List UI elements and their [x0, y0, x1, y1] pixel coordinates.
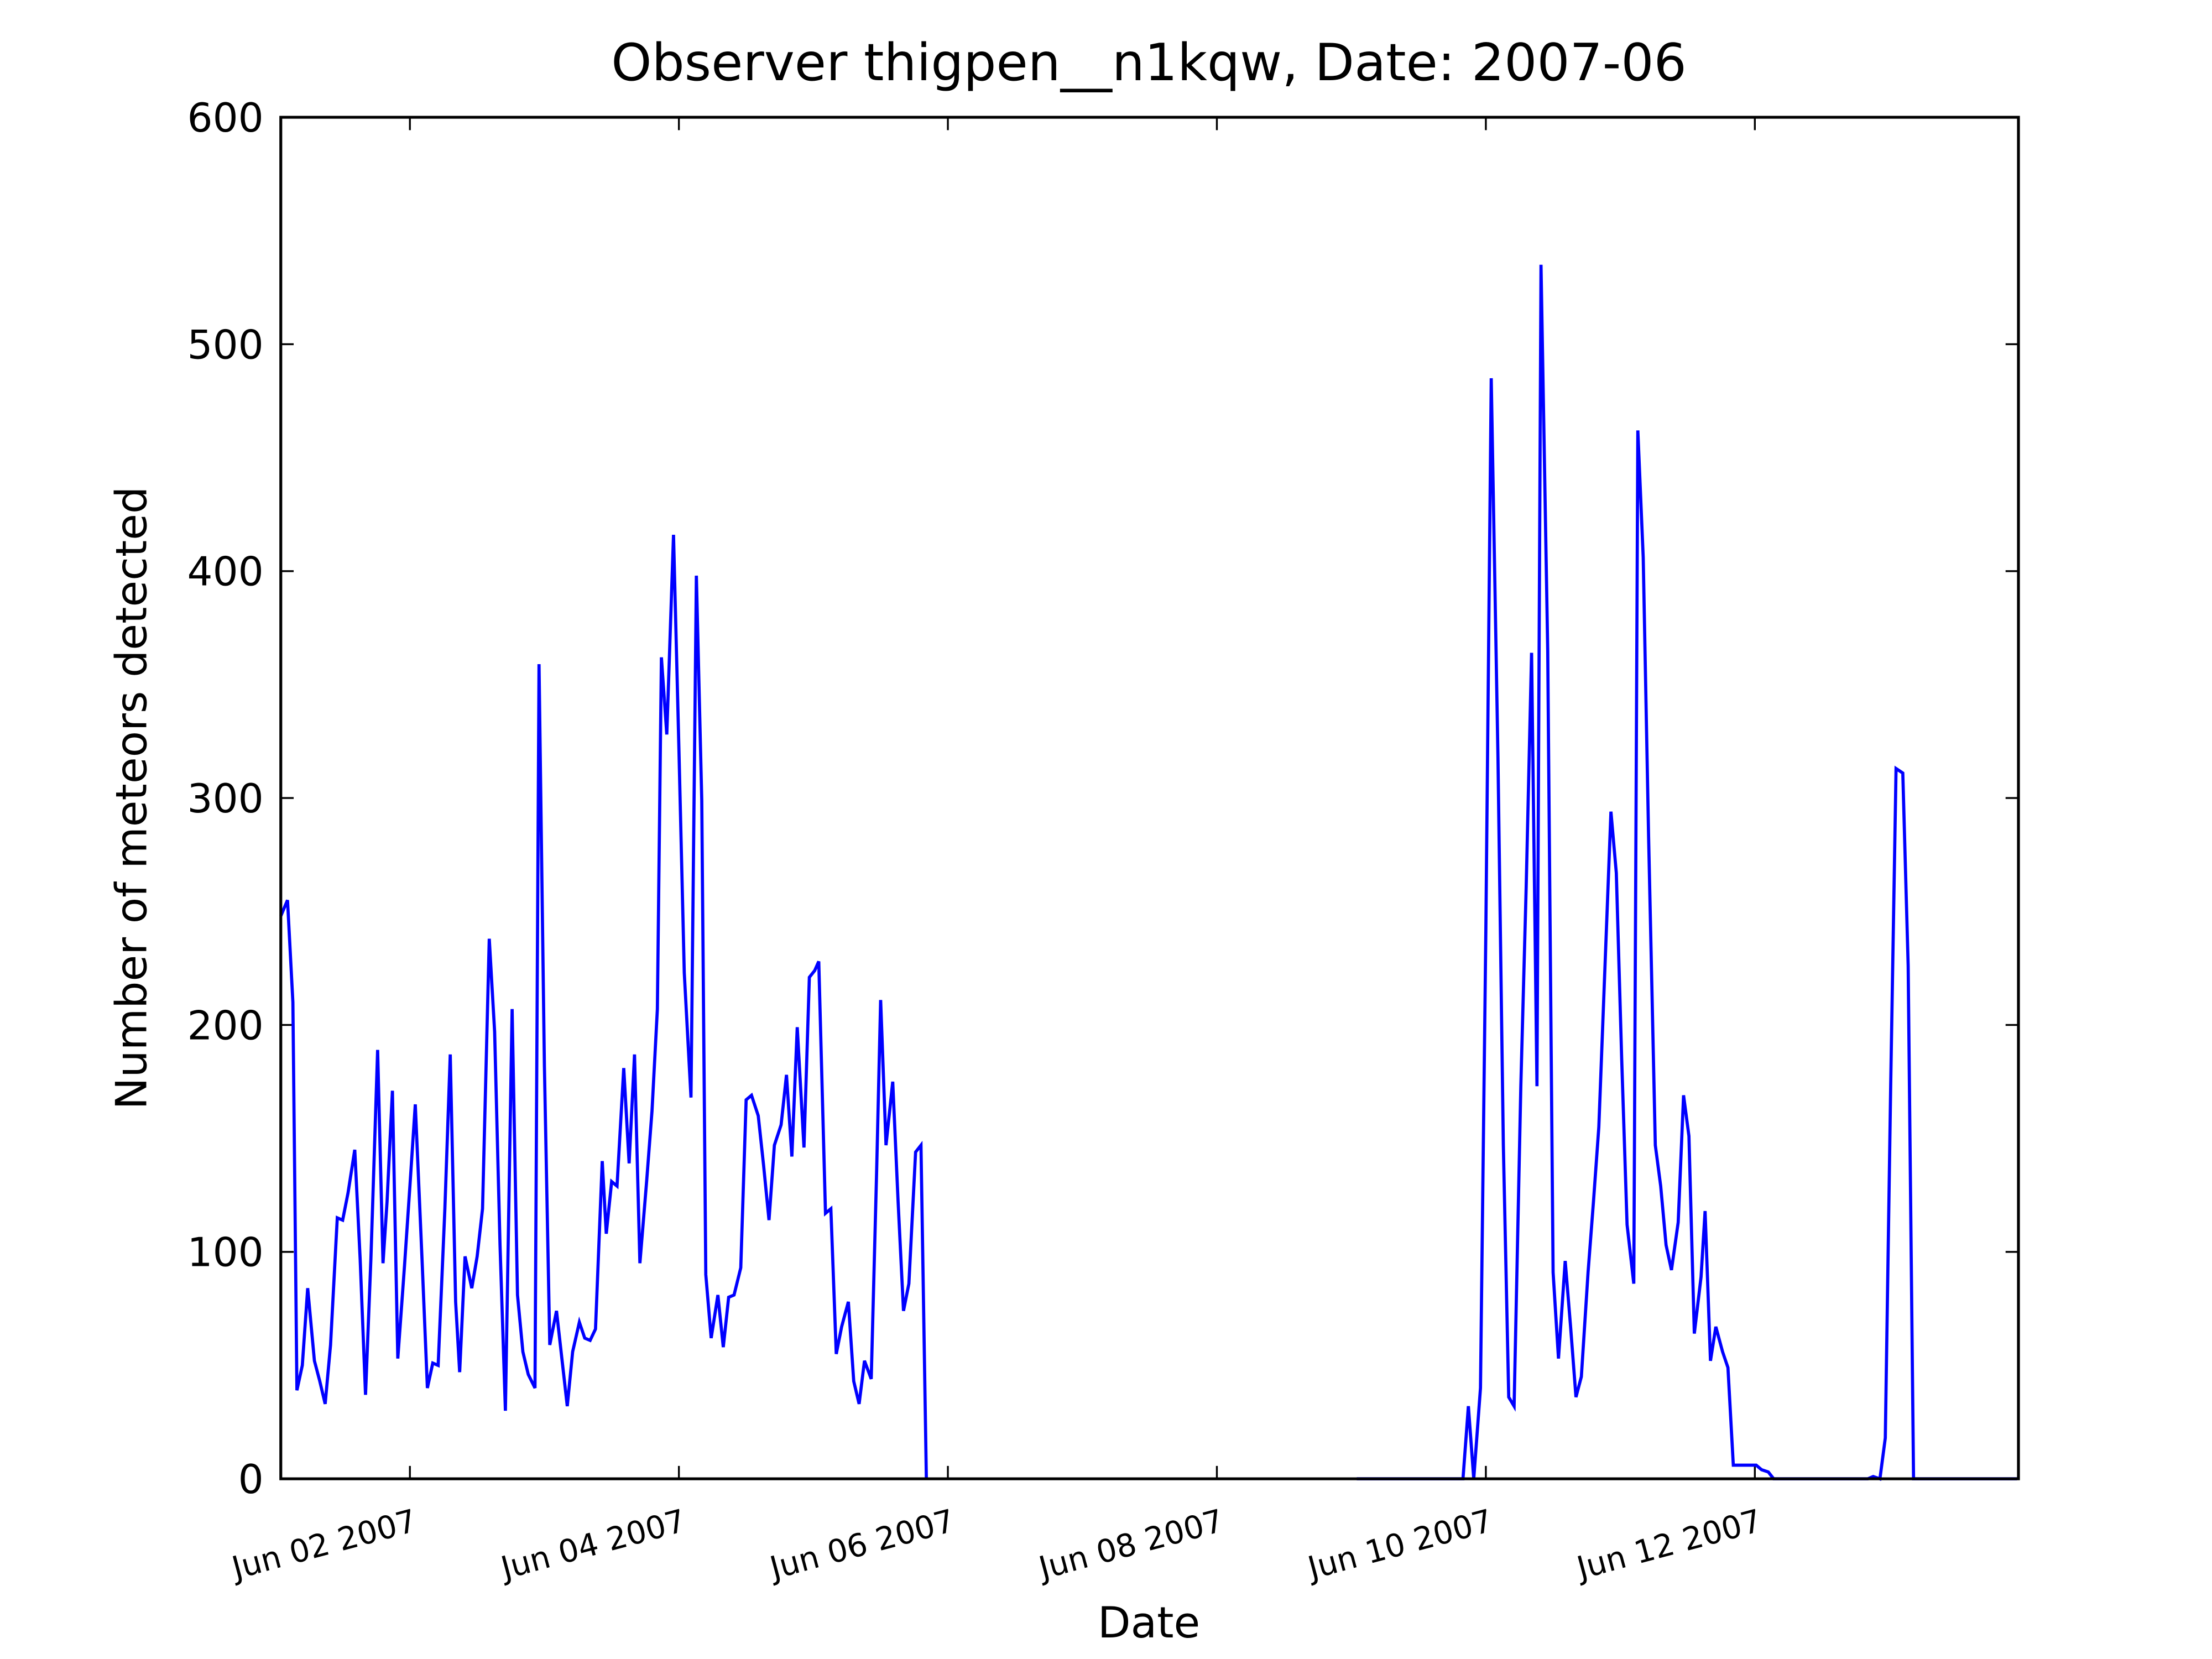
- chart-title: Observer thigpen__n1kqw, Date: 2007-06: [611, 33, 1687, 92]
- axes-frame: [279, 116, 2020, 1480]
- y-tick-label: 100: [187, 1230, 264, 1276]
- data-line: [279, 264, 2017, 1481]
- x-axis-label: Date: [1098, 1598, 1200, 1648]
- y-axis-label: Number of meteors detected: [107, 487, 157, 1110]
- y-tick-label: 300: [187, 776, 264, 822]
- y-tick-label: 500: [187, 322, 264, 368]
- y-tick-label: 600: [187, 95, 264, 142]
- y-tick-label: 400: [187, 549, 264, 596]
- y-tick-label: 0: [238, 1457, 264, 1503]
- y-tick-label: 200: [187, 1003, 264, 1049]
